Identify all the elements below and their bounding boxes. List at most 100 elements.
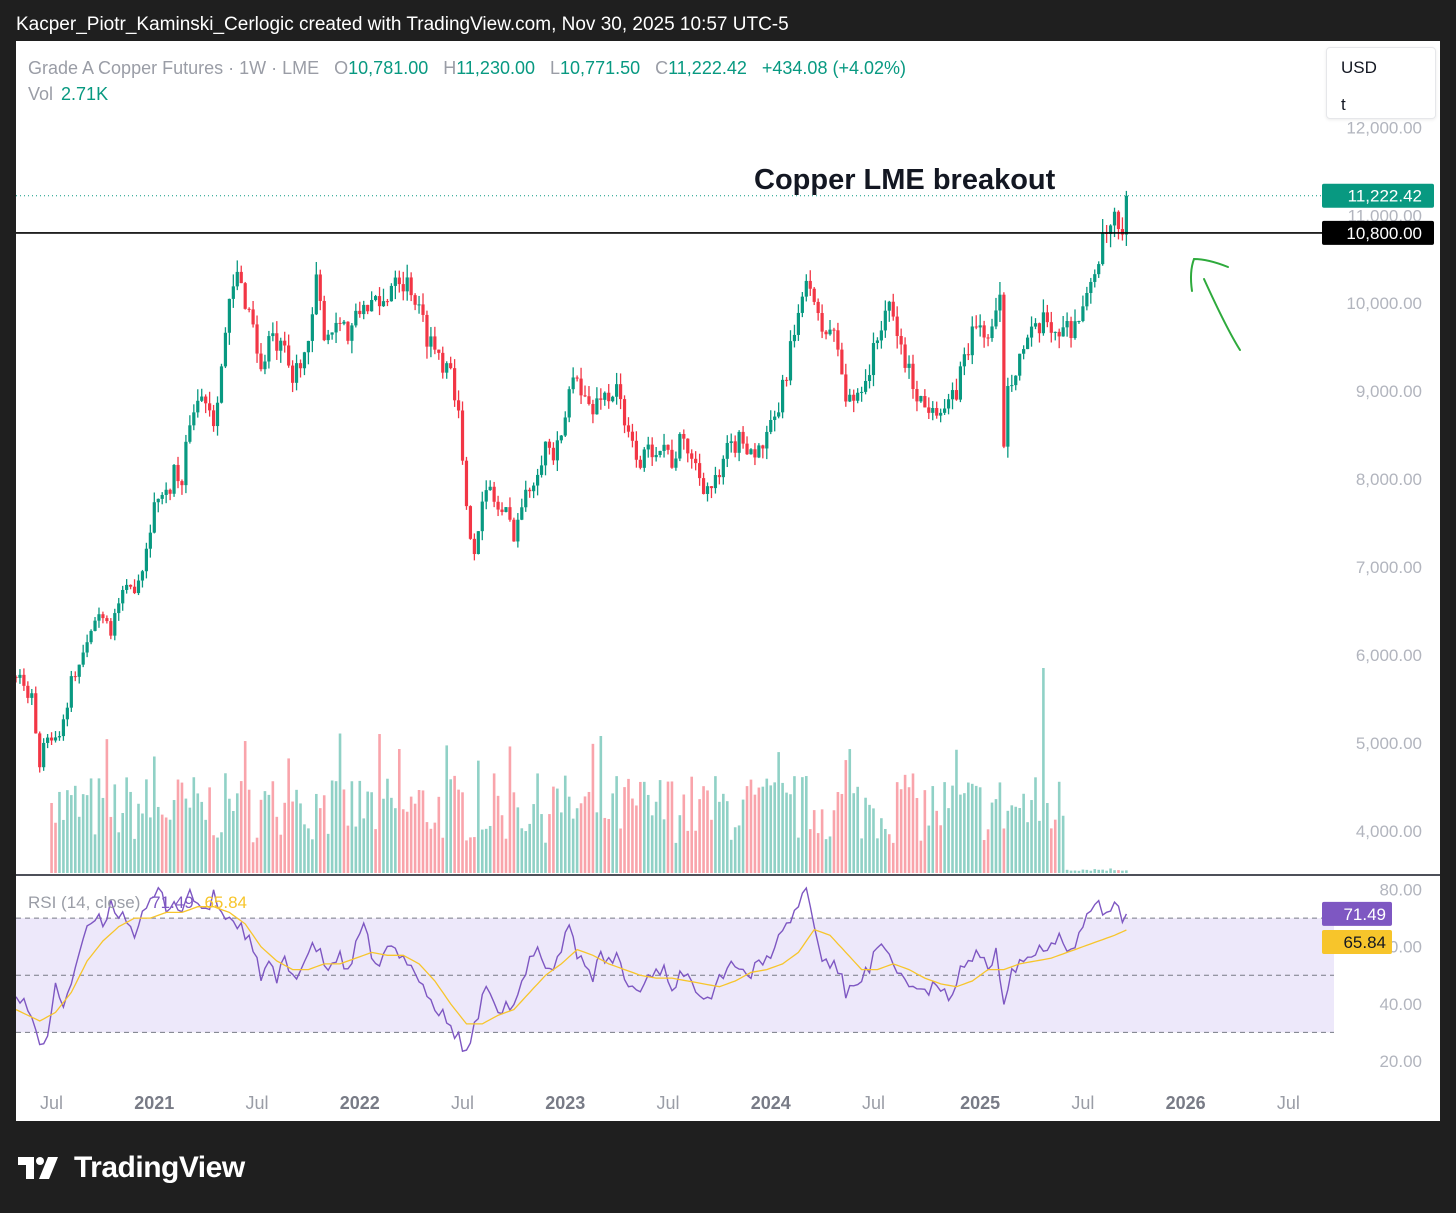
candle-body (306, 340, 311, 353)
candle-body (539, 465, 544, 475)
candle-body (160, 494, 164, 499)
candle-body (583, 395, 587, 397)
unit-label[interactable]: t (1341, 95, 1346, 114)
time-axis-label: 2023 (545, 1093, 585, 1113)
candle-body (1022, 349, 1026, 354)
open-value: 10,781.00 (348, 58, 429, 78)
last-price-tag (1322, 183, 1434, 208)
candle-body (871, 343, 876, 376)
volume-bar (251, 842, 255, 873)
candle-body (326, 334, 330, 341)
volume-bar (520, 828, 524, 873)
candle-body (883, 310, 887, 331)
volume-bar (749, 779, 753, 873)
candle-body (334, 322, 338, 333)
price-axis-label: 8,000.00 (1356, 470, 1422, 489)
volume-bar (698, 799, 701, 873)
candle-body (974, 326, 978, 328)
candle-body (788, 341, 793, 381)
candle-body (267, 336, 271, 362)
volume-bar (492, 773, 496, 873)
price-axis-label: 11,000.00 (1348, 206, 1422, 225)
candle-body (397, 277, 401, 285)
candle-body (385, 301, 390, 303)
volume-bar (259, 799, 263, 873)
candle-body (998, 294, 1002, 311)
volume-bar (840, 793, 844, 873)
candle-body (1097, 264, 1101, 275)
volume-bar (204, 819, 207, 873)
candle-body (907, 363, 911, 368)
volume-bar (164, 817, 168, 873)
volume-bar (970, 783, 974, 873)
candle-body (812, 288, 816, 302)
currency-unit-selector[interactable]: USD t (1326, 47, 1436, 119)
candle-body (318, 274, 322, 301)
volume-bar (397, 749, 401, 873)
volume-bar (1030, 800, 1033, 873)
volume-bar (484, 828, 488, 873)
candle-body (1006, 386, 1010, 447)
candle-body (393, 277, 397, 286)
volume-bar (516, 807, 520, 873)
volume-bar (963, 793, 966, 873)
volume-bar (793, 776, 796, 873)
volume-bar (891, 842, 895, 873)
volume-bar (279, 834, 283, 873)
rsi-axis-label: 40.00 (1379, 995, 1422, 1014)
candle-body (939, 412, 943, 416)
volume-bar (141, 813, 144, 873)
volume-bar (1034, 777, 1037, 873)
candle-body (417, 304, 421, 306)
volume-bar (540, 814, 543, 873)
volume-bar (907, 787, 911, 873)
candle-body (1077, 320, 1081, 322)
volume-bar (532, 804, 535, 873)
candle-body (97, 614, 101, 621)
volume-bar (220, 832, 223, 873)
rsi-ma-tag (1322, 930, 1392, 955)
volume-bar (1018, 808, 1021, 873)
candle-body (373, 296, 378, 300)
candle-body (571, 377, 575, 390)
volume-bar (801, 777, 804, 873)
chart-panel[interactable]: 12,000.00 11,000.00 10,000.00 9,000.00 8,000… (16, 41, 1440, 1121)
currency-label[interactable]: USD (1341, 58, 1377, 77)
volume-bar (639, 781, 642, 873)
candle-body (73, 676, 77, 678)
candle-body (745, 443, 749, 455)
volume-bar (247, 789, 251, 873)
candle-body (42, 742, 46, 768)
price-axis-label: 6,000.00 (1356, 646, 1422, 665)
candle-body (1089, 281, 1093, 293)
candle-body (456, 400, 461, 411)
candle-body (986, 337, 990, 339)
candle-body (168, 489, 172, 494)
candle-body (1049, 322, 1053, 333)
volume-bar (915, 798, 919, 873)
candle-body (1057, 331, 1061, 337)
volume-bar (1105, 870, 1108, 873)
volume-bar (939, 825, 942, 873)
volume-bar (232, 811, 235, 873)
time-axis-label: Jul (656, 1093, 679, 1113)
volume-bar (145, 779, 148, 873)
volume-bar (852, 793, 856, 873)
candle-body (65, 707, 69, 720)
volume-bar (769, 785, 773, 873)
volume-bar (714, 776, 717, 873)
volume-bar (899, 789, 903, 873)
candle-body (200, 396, 204, 401)
candle-body (243, 283, 247, 309)
candle-body (962, 354, 966, 367)
volume-bar (188, 807, 192, 873)
candle-body (765, 431, 769, 449)
candle-body (658, 450, 662, 455)
price-chart[interactable]: 12,000.00 11,000.00 10,000.00 9,000.00 8,000… (16, 41, 1440, 1121)
volume-bar (737, 825, 741, 873)
candle-body (121, 589, 125, 604)
volume-bar (880, 818, 883, 873)
candle-body (180, 481, 184, 486)
volume-bar (571, 818, 575, 873)
volume-bar (662, 819, 666, 873)
